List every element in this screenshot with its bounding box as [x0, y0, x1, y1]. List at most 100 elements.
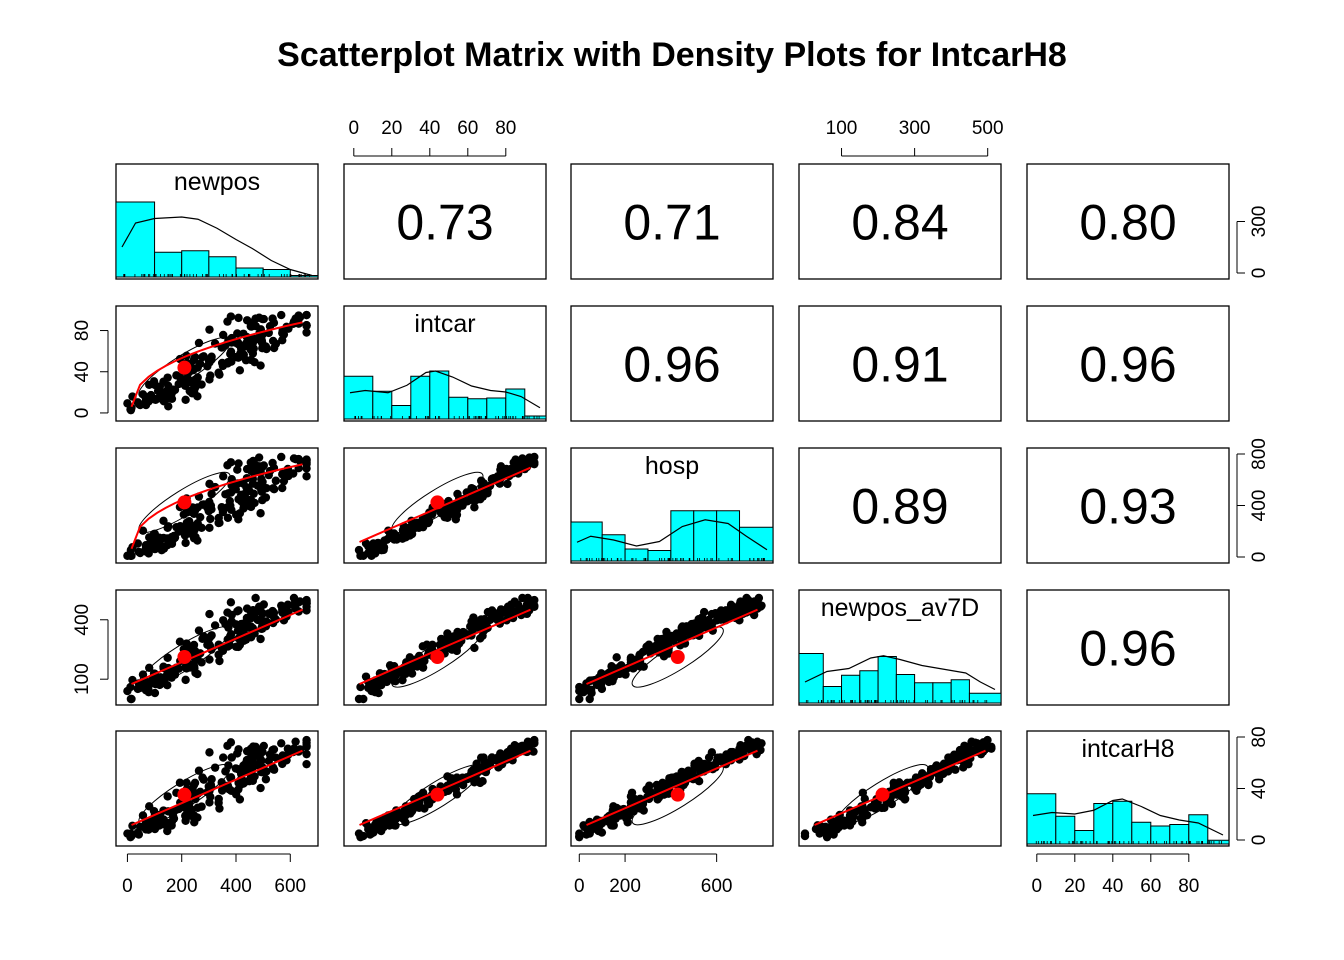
- tick-label: 100: [826, 118, 858, 139]
- scatter-point: [704, 753, 714, 762]
- correlation-ellipse: [391, 471, 484, 533]
- panel-frame: [343, 305, 547, 422]
- scatter-point: [302, 310, 311, 320]
- scatter-point: [506, 600, 516, 609]
- scatter-point: [194, 626, 204, 635]
- histogram-bar: [524, 415, 547, 420]
- histogram-bar: [895, 674, 916, 704]
- histogram-bar: [670, 510, 695, 562]
- tick-label: 0: [1032, 876, 1043, 897]
- scatter-point: [247, 322, 256, 331]
- scatter-point: [168, 811, 178, 821]
- scatter-point: [261, 775, 271, 784]
- scatter-point: [282, 469, 291, 478]
- scatter-point: [214, 798, 223, 808]
- histogram-bar: [877, 656, 897, 704]
- scatter-point: [223, 513, 233, 523]
- scatter-point: [226, 347, 236, 356]
- scatter-point: [214, 650, 223, 659]
- scatter-point: [277, 739, 286, 748]
- scatter-point: [242, 464, 252, 474]
- histogram-bar: [1074, 830, 1095, 845]
- scatter-point: [579, 821, 588, 830]
- smooth-line: [814, 749, 986, 826]
- scatter-point: [204, 506, 213, 516]
- tick-label: 200: [166, 876, 198, 897]
- scatter-point: [223, 741, 232, 750]
- smooth-line: [586, 749, 758, 826]
- scatter-point: [951, 765, 960, 774]
- scatter-point: [834, 815, 843, 824]
- scatter-point: [204, 355, 213, 364]
- correlation-ellipse: [138, 626, 231, 688]
- scatter-point: [205, 609, 214, 619]
- scatter-point: [249, 344, 258, 353]
- scatter-point: [141, 545, 150, 555]
- mean-point: [177, 650, 192, 665]
- scatter-point: [294, 454, 303, 464]
- scatter-point: [181, 538, 190, 548]
- scatter-point: [385, 661, 395, 670]
- smooth-line: [359, 466, 531, 543]
- scatter-point: [626, 655, 636, 664]
- scatter-point: [690, 623, 699, 632]
- scatter-point: [241, 356, 251, 365]
- tick-label: 0: [1249, 552, 1270, 563]
- scatter-point: [747, 598, 756, 607]
- scatter-point: [979, 738, 988, 747]
- scatter-point: [237, 768, 247, 777]
- panel-frame: [798, 305, 1002, 422]
- correlation-ellipse: [138, 764, 231, 826]
- scatter-point: [196, 512, 205, 522]
- scatter-point: [626, 792, 636, 801]
- scatter-point: [231, 620, 241, 629]
- panel-frame: [798, 447, 1002, 564]
- scatter-point: [255, 606, 264, 616]
- scatter-point: [392, 668, 401, 677]
- mean-point: [670, 650, 685, 665]
- tick-label: 400: [1249, 490, 1270, 522]
- histogram-bar: [1112, 800, 1133, 845]
- scatter-point: [453, 489, 462, 499]
- scatter-point: [718, 755, 727, 765]
- panel-frame: [570, 305, 774, 422]
- variable-label-newpos_av7D: newpos_av7D: [821, 594, 979, 622]
- histogram-bar: [739, 526, 774, 562]
- scatter-point: [661, 640, 671, 650]
- scatter-point: [961, 759, 970, 769]
- density-curve: [121, 216, 313, 277]
- scatter-point: [496, 462, 506, 471]
- scatter-point: [361, 672, 371, 681]
- histogram-bar: [372, 390, 393, 420]
- scatter-point: [249, 489, 258, 498]
- scatter-point: [181, 675, 190, 685]
- tick-label: 80: [495, 118, 516, 139]
- histogram-bar: [467, 398, 488, 420]
- panel-frame: [1026, 447, 1230, 564]
- mean-point: [177, 495, 192, 510]
- scatter-point: [653, 795, 662, 804]
- scatter-point: [932, 761, 941, 770]
- scatter-point: [398, 675, 407, 685]
- scatter-point: [233, 465, 242, 474]
- scatter-point: [234, 642, 243, 652]
- scatter-point: [269, 765, 279, 774]
- scatter-point: [451, 642, 461, 652]
- histogram-bar: [115, 201, 156, 278]
- mean-point: [430, 787, 445, 802]
- scatter-point: [294, 598, 303, 607]
- tick-label: 0: [349, 118, 360, 139]
- scatter-point: [971, 745, 980, 755]
- scatter-point: [470, 643, 479, 653]
- scatter-point: [141, 392, 150, 401]
- scatter-point: [527, 738, 536, 747]
- scatter-point: [194, 766, 204, 775]
- correlation-ellipse: [391, 626, 484, 688]
- scatter-point: [159, 516, 168, 526]
- scatter-point: [699, 607, 709, 617]
- scatter-point: [870, 804, 880, 813]
- scatter-point: [193, 392, 202, 401]
- scatter-point: [489, 613, 498, 623]
- scatter-point: [242, 316, 252, 325]
- histogram-bar: [1131, 821, 1152, 845]
